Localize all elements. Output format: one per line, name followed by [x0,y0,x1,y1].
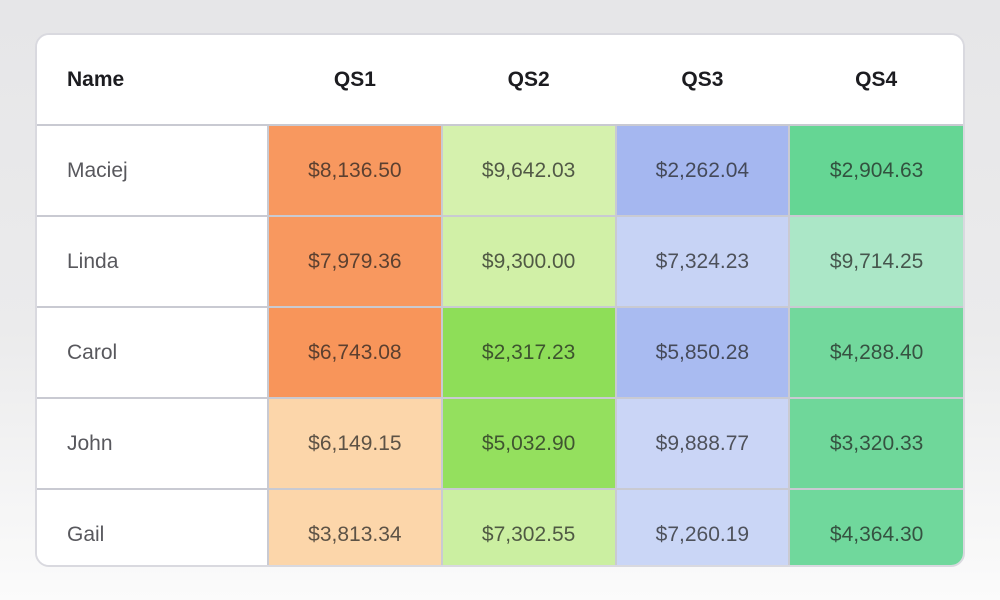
value-cell-qs1: $8,136.50 [267,124,443,217]
column-header-qs4: QS4 [789,35,963,126]
value-cell-qs1: $6,743.08 [267,306,443,399]
value-cell-qs2: $9,300.00 [440,215,617,308]
column-header-name: Name [37,35,268,126]
value-cell-qs3: $2,262.04 [614,124,791,217]
value-cell-qs1: $3,813.34 [267,488,443,565]
table-card: Name QS1 QS2 QS3 QS4 Maciej $8,136.50 $9,642.0… [35,33,965,567]
value-cell-qs2: $7,302.55 [440,488,617,565]
value-cell-qs3: $9,888.77 [614,397,791,490]
value-cell-qs4: $4,288.40 [788,306,963,399]
column-header-qs2: QS2 [441,35,616,126]
row-name: Carol [37,306,269,399]
value-cell-qs4: $4,364.30 [788,488,963,565]
value-cell-qs2: $9,642.03 [440,124,617,217]
column-header-qs3: QS3 [615,35,790,126]
table-header: Name QS1 QS2 QS3 QS4 [37,35,963,126]
row-name: John [37,397,269,490]
value-cell-qs2: $2,317.23 [440,306,617,399]
value-cell-qs4: $9,714.25 [788,215,963,308]
value-cell-qs3: $7,260.19 [614,488,791,565]
table-body: Maciej $8,136.50 $9,642.03 $2,262.04 $2,904.… [37,124,963,565]
table-row: Linda $7,979.36 $9,300.00 $7,324.23 $9,714.2… [37,215,963,308]
table-row: John $6,149.15 $5,032.90 $9,888.77 $3,320.33 [37,397,963,490]
value-cell-qs2: $5,032.90 [440,397,617,490]
table-row: Carol $6,743.08 $2,317.23 $5,850.28 $4,288.4… [37,306,963,399]
column-header-qs1: QS1 [268,35,442,126]
table-row: Maciej $8,136.50 $9,642.03 $2,262.04 $2,904.… [37,124,963,217]
value-cell-qs3: $7,324.23 [614,215,791,308]
value-cell-qs1: $6,149.15 [267,397,443,490]
header-row: Name QS1 QS2 QS3 QS4 [37,35,963,126]
quarterly-sales-table: Name QS1 QS2 QS3 QS4 Maciej $8,136.50 $9,642.0… [37,35,963,565]
value-cell-qs1: $7,979.36 [267,215,443,308]
row-name: Maciej [37,124,269,217]
table-row: Gail $3,813.34 $7,302.55 $7,260.19 $4,364.30 [37,488,963,565]
row-name: Linda [37,215,269,308]
value-cell-qs3: $5,850.28 [614,306,791,399]
row-name: Gail [37,488,269,565]
value-cell-qs4: $2,904.63 [788,124,963,217]
value-cell-qs4: $3,320.33 [788,397,963,490]
